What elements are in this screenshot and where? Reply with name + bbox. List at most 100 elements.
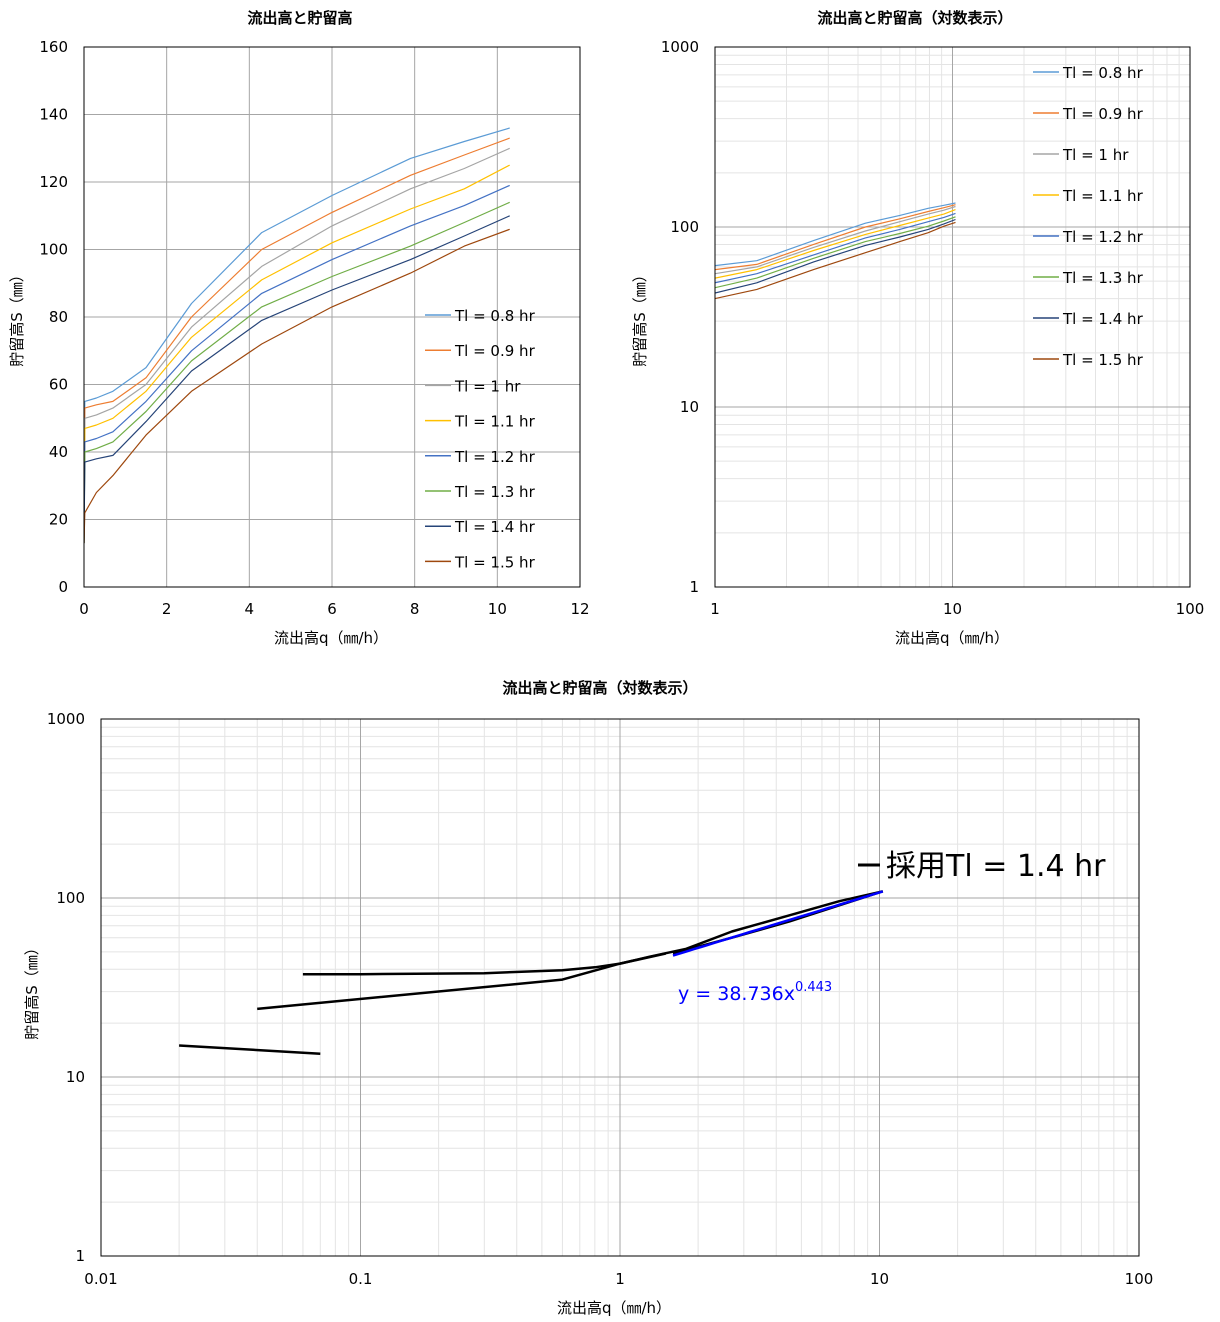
series-line-tl-0-9-hr bbox=[84, 137, 510, 544]
series-line-tl-1-4-hr bbox=[84, 215, 510, 544]
series-line-tl-1-4-hr bbox=[257, 952, 666, 1011]
series-line-tl-1-2-hr bbox=[715, 212, 956, 284]
x-tick-label: 1 bbox=[615, 1270, 625, 1288]
series-line-tl-1-5-hr bbox=[715, 221, 956, 300]
legend-item-tl-0-8-hr: Tl = 0.8 hr bbox=[425, 307, 536, 325]
x-tick-label: 100 bbox=[1125, 1270, 1154, 1288]
legend-item-tl-1-4-hr: 採用Tl = 1.4 hr bbox=[858, 849, 1106, 884]
x-tick-label: 6 bbox=[327, 600, 337, 618]
chart-log-large: 0.01 0.1 1 10 100 1 10 100 1000 採用Tl = 1.4 hr 流出… bbox=[23, 679, 1153, 1317]
y-tick-label: 80 bbox=[49, 308, 68, 326]
chart-log-small-title: 流出高と貯留高（対数表示） bbox=[817, 9, 1012, 27]
x-tick-label: 0 bbox=[79, 600, 89, 618]
y-tick-label: 0 bbox=[58, 578, 68, 596]
legend-item-tl-0-9-hr: Tl = 0.9 hr bbox=[425, 342, 536, 360]
y-tick-label: 1000 bbox=[661, 38, 699, 56]
legend-item-tl-1-1-hr: Tl = 1.1 hr bbox=[1033, 187, 1144, 205]
y-tick-label: 60 bbox=[49, 376, 68, 394]
legend-label: Tl = 0.9 hr bbox=[454, 342, 536, 360]
x-tick-label: 10 bbox=[943, 600, 962, 618]
legend-label: Tl = 0.8 hr bbox=[454, 307, 536, 325]
chart-linear-legend: Tl = 0.8 hr Tl = 0.9 hr Tl = 1 hr Tl = 1.1 … bbox=[425, 307, 536, 571]
legend-item-tl-1-hr: Tl = 1 hr bbox=[425, 377, 521, 395]
y-tick-label: 1 bbox=[75, 1247, 85, 1265]
legend-item-tl-1-5-hr: Tl = 1.5 hr bbox=[425, 553, 536, 571]
series-line-tl-1-2-hr bbox=[84, 184, 510, 544]
x-tick-label: 100 bbox=[1176, 600, 1205, 618]
legend-item-tl-1-5-hr: Tl = 1.5 hr bbox=[1033, 351, 1144, 369]
legend-item-tl-1-4-hr: Tl = 1.4 hr bbox=[1033, 310, 1144, 328]
series-line-tl-1-5-hr bbox=[84, 228, 510, 544]
x-tick-label: 0.01 bbox=[84, 1270, 117, 1288]
legend-label: Tl = 1 hr bbox=[1062, 146, 1129, 164]
legend-item-tl-1-2-hr: Tl = 1.2 hr bbox=[425, 448, 536, 466]
series-line-tl-1-3-hr bbox=[715, 216, 956, 289]
legend-label: Tl = 0.8 hr bbox=[1062, 64, 1144, 82]
series-line-tl-0-8-hr bbox=[84, 127, 510, 544]
legend-item-tl-1-2-hr: Tl = 1.2 hr bbox=[1033, 228, 1144, 246]
trendline-power bbox=[672, 890, 884, 957]
legend-label: Tl = 1.1 hr bbox=[1062, 187, 1144, 205]
x-tick-label: 8 bbox=[410, 600, 420, 618]
series-line-tl-0-8-hr bbox=[715, 202, 956, 267]
y-tick-label: 10 bbox=[680, 398, 699, 416]
y-tick-label: 1 bbox=[689, 578, 699, 596]
chart-log-large-grid bbox=[100, 718, 1140, 1257]
chart-log-large-frame bbox=[100, 718, 1140, 1257]
series-line-tl-1-3-hr bbox=[84, 201, 510, 544]
legend-label: Tl = 1.2 hr bbox=[454, 448, 536, 466]
series-line-tl-1-1-hr bbox=[84, 164, 510, 544]
chart-log-small-ticks: 1 10 100 1 10 100 1000 bbox=[661, 38, 1205, 618]
legend-label: Tl = 1.4 hr bbox=[454, 518, 536, 536]
legend-item-tl-1-1-hr: Tl = 1.1 hr bbox=[425, 413, 536, 431]
legend-label: Tl = 0.9 hr bbox=[1062, 105, 1144, 123]
chart-log-large-title: 流出高と貯留高（対数表示） bbox=[502, 679, 697, 697]
x-tick-label: 12 bbox=[570, 600, 589, 618]
legend-label: Tl = 1.5 hr bbox=[454, 553, 536, 571]
legend-label: 採用Tl = 1.4 hr bbox=[886, 849, 1106, 884]
legend-item-tl-1-3-hr: Tl = 1.3 hr bbox=[1033, 269, 1144, 287]
legend-label: Tl = 1.3 hr bbox=[1062, 269, 1144, 287]
chart-log-small-grid bbox=[714, 46, 1191, 588]
y-tick-label: 120 bbox=[39, 173, 68, 191]
chart-log-large-x-axis-label: 流出高q（㎜/h） bbox=[557, 1299, 671, 1317]
chart-log-large-ticks: 0.01 0.1 1 10 100 1 10 100 1000 bbox=[47, 710, 1154, 1288]
chart-log-small-x-axis-label: 流出高q（㎜/h） bbox=[895, 629, 1009, 647]
series-line-tl-1-hr bbox=[84, 147, 510, 544]
legend-label: Tl = 1.3 hr bbox=[454, 483, 536, 501]
legend-item-tl-0-8-hr: Tl = 0.8 hr bbox=[1033, 64, 1144, 82]
chart-log-large-legend: 採用Tl = 1.4 hr bbox=[858, 849, 1106, 884]
trendline-equation-exponent: 0.443 bbox=[795, 980, 832, 995]
chart-log-small-plot bbox=[715, 202, 956, 300]
trendline-equation: y = 38.736x0.443 bbox=[678, 980, 832, 1005]
legend-label: Tl = 1.1 hr bbox=[454, 413, 536, 431]
chart-log-large-y-axis-label: 貯留高S（㎜） bbox=[23, 940, 41, 1040]
series-line-tl-0-9-hr bbox=[715, 204, 956, 271]
y-tick-label: 100 bbox=[56, 889, 85, 907]
y-tick-label: 1000 bbox=[47, 710, 85, 728]
chart-linear-plot bbox=[84, 127, 510, 544]
trendline-equation-base: y = 38.736x bbox=[678, 983, 795, 1005]
legend-label: Tl = 1.4 hr bbox=[1062, 310, 1144, 328]
x-tick-label: 10 bbox=[488, 600, 507, 618]
chart-linear-title: 流出高と貯留高 bbox=[247, 9, 352, 27]
legend-item-tl-1-4-hr: Tl = 1.4 hr bbox=[425, 518, 536, 536]
y-tick-label: 160 bbox=[39, 38, 68, 56]
chart-linear-grid bbox=[83, 46, 581, 588]
series-line-tl-1-4-hr bbox=[179, 1044, 321, 1055]
y-tick-label: 10 bbox=[66, 1068, 85, 1086]
chart-log-large-plot bbox=[179, 890, 884, 1055]
y-tick-label: 100 bbox=[39, 241, 68, 259]
chart-linear-y-axis-label: 貯留高S（㎜） bbox=[8, 267, 26, 367]
chart-log-small-frame bbox=[714, 46, 1191, 588]
legend-item-tl-1-hr: Tl = 1 hr bbox=[1033, 146, 1129, 164]
series-line-tl-1-4-hr bbox=[715, 218, 956, 294]
y-tick-label: 20 bbox=[49, 511, 68, 529]
series-line-tl-1-4-hr bbox=[302, 890, 884, 976]
legend-label: Tl = 1 hr bbox=[454, 377, 521, 395]
y-tick-label: 100 bbox=[670, 218, 699, 236]
x-tick-label: 4 bbox=[245, 600, 255, 618]
